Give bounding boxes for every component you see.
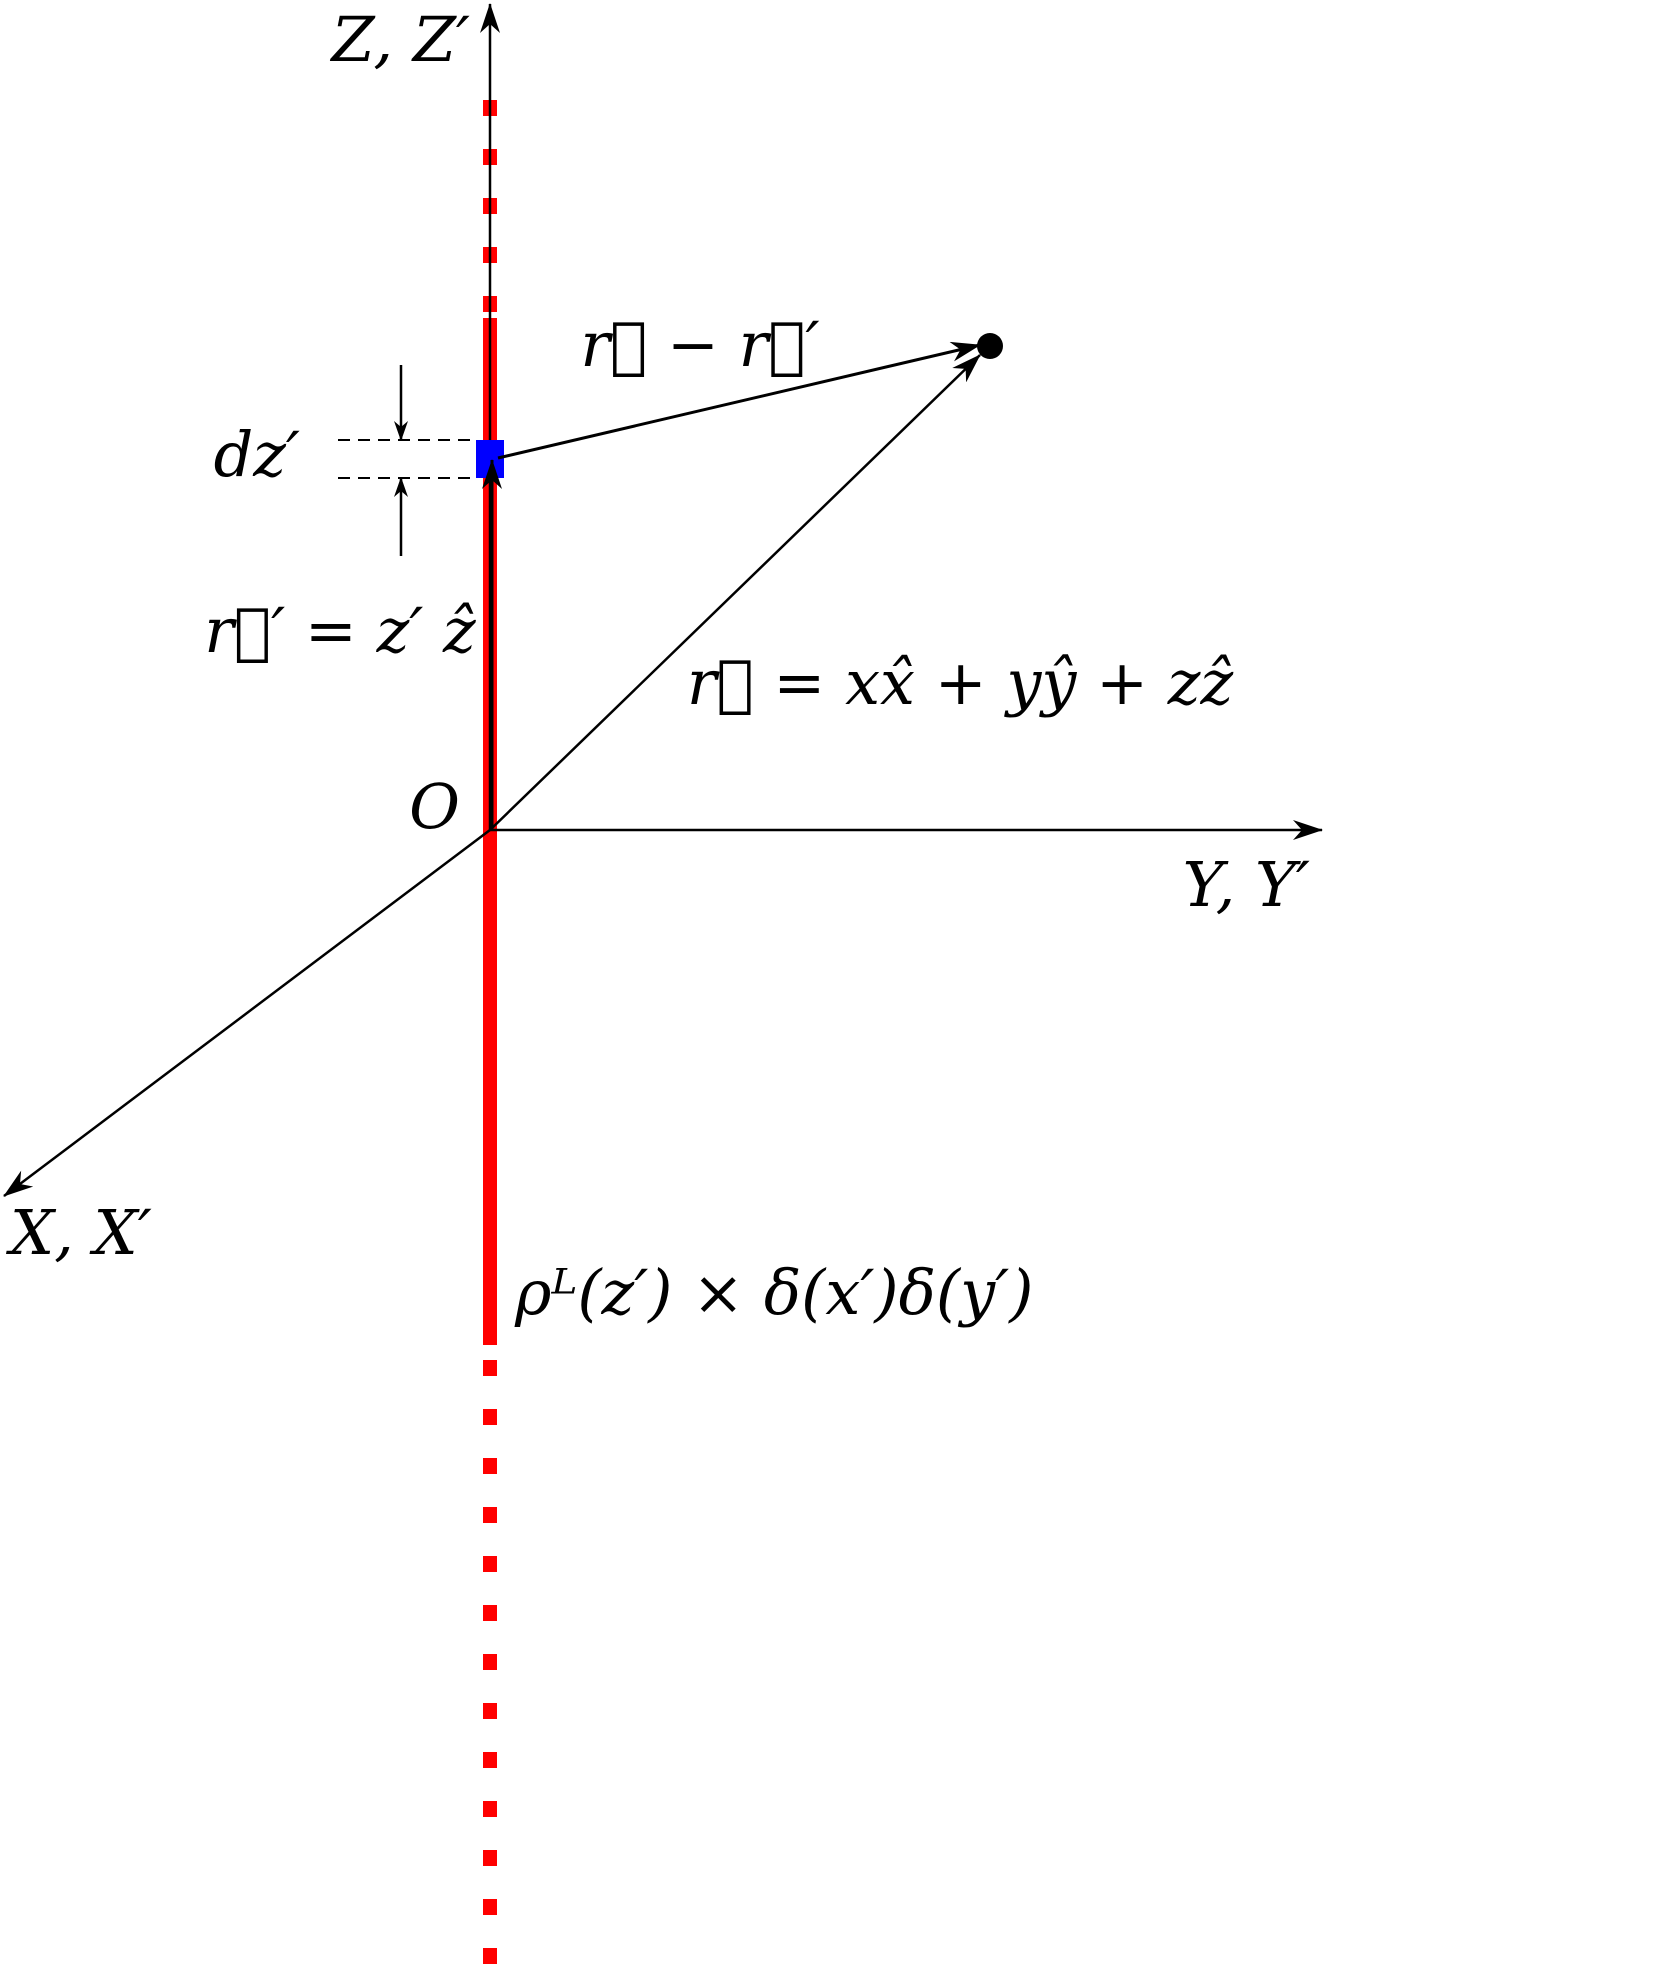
source-vector-label: r⃗′ = z′ ẑ — [204, 594, 476, 667]
field-point — [977, 333, 1003, 359]
element-length-label: dz′ — [214, 418, 300, 491]
z-axis-label: Z, Z′ — [329, 3, 470, 76]
line-density-label: ρᴸ(z′) × δ(x′)δ(y′) — [514, 1256, 1033, 1329]
difference-vector-label: r⃗ − r⃗′ — [580, 308, 819, 381]
field-vector-label: r⃗ = xx̂ + yŷ + zẑ — [687, 646, 1234, 719]
origin-label: O — [409, 770, 460, 843]
x-axis — [3, 829, 491, 1197]
difference-vector — [497, 341, 981, 460]
field-vector — [489, 354, 981, 831]
x-axis-label: X, X′ — [6, 1196, 152, 1269]
y-axis-label: Y, Y′ — [1183, 848, 1310, 921]
